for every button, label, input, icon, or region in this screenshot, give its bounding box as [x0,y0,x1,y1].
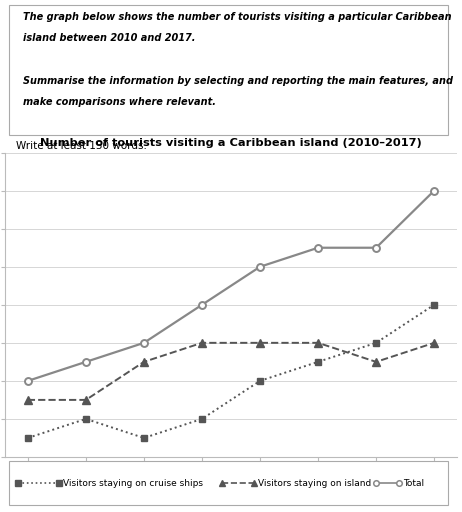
Text: Visitors staying on island: Visitors staying on island [258,479,371,488]
Text: island between 2010 and 2017.: island between 2010 and 2017. [23,33,195,43]
Text: Summarise the information by selecting and reporting the main features, and: Summarise the information by selecting a… [23,76,453,86]
Text: Write at least 150 words.: Write at least 150 words. [16,141,147,151]
Text: Total: Total [403,479,424,488]
FancyBboxPatch shape [9,461,448,505]
Text: Visitors staying on cruise ships: Visitors staying on cruise ships [63,479,203,488]
Title: Number of tourists visiting a Caribbean island (2010–2017): Number of tourists visiting a Caribbean … [40,138,422,147]
Text: The graph below shows the number of tourists visiting a particular Caribbean: The graph below shows the number of tour… [23,12,451,22]
Text: make comparisons where relevant.: make comparisons where relevant. [23,97,216,106]
FancyBboxPatch shape [9,5,448,135]
